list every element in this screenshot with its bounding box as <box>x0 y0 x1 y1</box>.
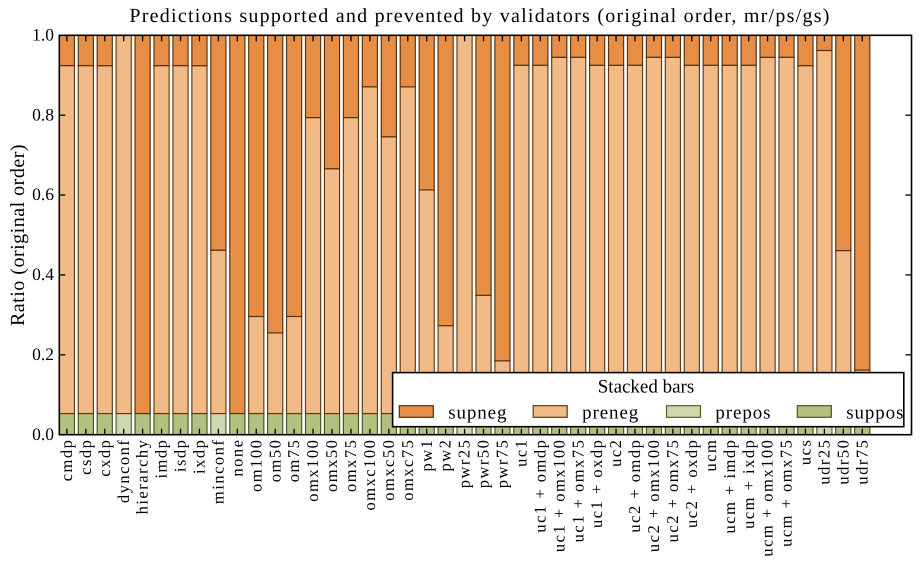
svg-text:om100: om100 <box>246 439 265 492</box>
svg-text:pwr75: pwr75 <box>493 439 512 489</box>
svg-text:uc2 + omx100: uc2 + omx100 <box>644 439 663 552</box>
svg-text:om50: om50 <box>265 439 284 483</box>
svg-text:ucs: ucs <box>796 439 815 466</box>
svg-text:hierarchy: hierarchy <box>133 439 152 515</box>
svg-text:prepos: prepos <box>715 402 771 423</box>
svg-text:supneg: supneg <box>448 402 507 423</box>
svg-text:ucm: ucm <box>701 439 720 472</box>
svg-text:Ratio (original order): Ratio (original order) <box>7 144 29 326</box>
svg-text:omxc50: omxc50 <box>379 439 398 501</box>
svg-text:ucm + imdp: ucm + imdp <box>720 439 739 534</box>
svg-text:ucm + omx75: ucm + omx75 <box>777 439 796 547</box>
svg-text:pw1: pw1 <box>417 439 436 472</box>
svg-text:suppos: suppos <box>846 402 904 423</box>
svg-text:ixdp: ixdp <box>190 439 209 474</box>
svg-text:uc2 + omx75: uc2 + omx75 <box>663 439 682 543</box>
svg-text:csdp: csdp <box>76 439 95 475</box>
svg-text:cmdp: cmdp <box>57 439 76 482</box>
svg-text:none: none <box>227 439 246 477</box>
svg-text:uc1 + omx75: uc1 + omx75 <box>568 439 587 543</box>
svg-text:1.0: 1.0 <box>32 24 54 44</box>
svg-text:pw2: pw2 <box>436 439 455 472</box>
svg-text:omx100: omx100 <box>303 439 322 502</box>
svg-text:pwr50: pwr50 <box>474 439 493 489</box>
svg-text:uc1 + omx100: uc1 + omx100 <box>549 439 568 552</box>
svg-text:ucm + ixdp: ucm + ixdp <box>739 439 758 529</box>
svg-text:minconf: minconf <box>209 439 228 505</box>
svg-text:0.6: 0.6 <box>32 184 54 204</box>
svg-text:isdp: isdp <box>171 439 190 473</box>
svg-text:uc2 + omdp: uc2 + omdp <box>625 439 644 533</box>
svg-text:omx50: omx50 <box>322 439 341 492</box>
svg-text:Stacked bars: Stacked bars <box>598 377 695 398</box>
svg-text:omx75: omx75 <box>341 439 360 492</box>
svg-text:om75: om75 <box>284 439 303 483</box>
svg-text:dynconf: dynconf <box>114 439 133 504</box>
svg-text:0.0: 0.0 <box>32 424 54 444</box>
svg-text:uc1 + omdp: uc1 + omdp <box>530 439 549 533</box>
svg-text:uc2 + oxdp: uc2 + oxdp <box>682 439 701 528</box>
svg-text:uc1: uc1 <box>512 439 531 467</box>
svg-text:uc2: uc2 <box>606 439 625 467</box>
svg-text:udr50: udr50 <box>833 439 852 485</box>
svg-text:pwr25: pwr25 <box>455 439 474 489</box>
svg-text:cxdp: cxdp <box>95 439 114 477</box>
svg-text:Predictions supported and prev: Predictions supported and prevented by v… <box>129 5 830 27</box>
svg-text:omxc75: omxc75 <box>398 439 417 501</box>
svg-text:0.8: 0.8 <box>32 104 54 124</box>
svg-text:omxc100: omxc100 <box>360 439 379 511</box>
svg-text:0.2: 0.2 <box>32 344 54 364</box>
svg-text:imdp: imdp <box>152 439 171 479</box>
svg-text:udr75: udr75 <box>852 439 871 485</box>
svg-text:preneg: preneg <box>582 402 639 423</box>
svg-text:0.4: 0.4 <box>32 264 54 284</box>
svg-text:udr25: udr25 <box>815 439 834 485</box>
svg-text:uc1 + oxdp: uc1 + oxdp <box>587 439 606 528</box>
svg-text:ucm + omx100: ucm + omx100 <box>758 439 777 557</box>
